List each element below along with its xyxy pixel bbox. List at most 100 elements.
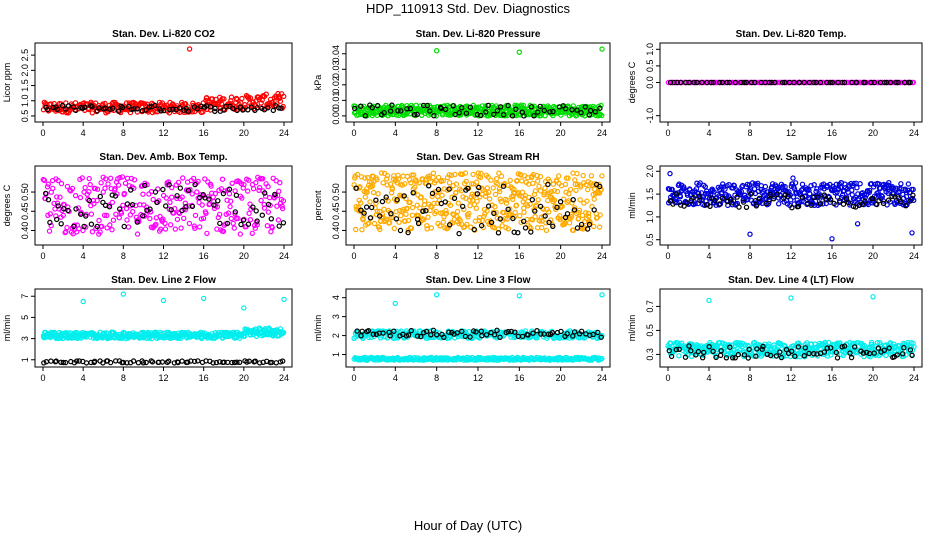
data-point: [494, 175, 500, 182]
data-point: [894, 352, 901, 358]
data-point: [244, 188, 251, 194]
series-1: [41, 358, 286, 366]
data-point: [476, 217, 482, 224]
data-point: [596, 224, 603, 230]
data-point: [57, 194, 63, 200]
data-point: [515, 229, 521, 236]
data-point: [143, 107, 149, 113]
data-point: [245, 177, 252, 183]
data-point: [497, 334, 503, 340]
data-point: [279, 203, 285, 209]
data-point: [905, 79, 912, 86]
data-point: [513, 202, 520, 208]
data-point: [211, 202, 217, 208]
data-point: [570, 227, 577, 233]
data-point: [373, 331, 380, 337]
data-point: [47, 219, 53, 226]
data-point: [359, 226, 365, 233]
data-point: [442, 199, 448, 205]
data-point: [554, 188, 561, 195]
data-point: [277, 98, 284, 104]
data-point: [86, 188, 92, 195]
x-tick-label: 12: [786, 373, 796, 383]
data-point: [861, 192, 868, 198]
x-tick-label: 24: [279, 128, 289, 138]
data-point: [478, 170, 484, 177]
chart-panel-line4: Stan. Dev. Line 4 (LT) Flow ml/min 0 4 8 12 16…: [627, 275, 923, 383]
data-point: [227, 203, 233, 210]
data-point: [494, 215, 500, 221]
data-point: [447, 202, 454, 208]
data-point: [700, 355, 706, 361]
data-point: [383, 194, 389, 200]
y-tick-label: -1.0: [645, 108, 655, 124]
data-point: [258, 197, 264, 204]
y-tick-label: 3: [20, 336, 30, 341]
series-1: [352, 102, 603, 119]
data-point-outlier: [434, 292, 440, 298]
x-tick-label: 4: [706, 128, 711, 138]
data-point: [566, 191, 572, 197]
data-point: [497, 216, 503, 222]
data-point: [252, 358, 258, 364]
data-point: [802, 345, 809, 351]
data-point: [712, 197, 718, 204]
data-point: [220, 190, 227, 197]
data-point: [239, 95, 245, 102]
data-point: [400, 173, 406, 179]
data-point: [870, 195, 876, 202]
data-point: [763, 200, 769, 207]
data-point: [571, 207, 578, 213]
data-point: [716, 201, 723, 207]
y-axis-label: kPa: [313, 75, 323, 91]
data-point: [730, 355, 736, 361]
data-point: [50, 185, 56, 192]
data-point: [404, 205, 410, 211]
data-point: [257, 360, 263, 366]
data-point: [789, 204, 795, 211]
data-point: [597, 105, 603, 111]
data-point: [522, 225, 529, 231]
data-point: [204, 230, 210, 237]
data-point: [374, 102, 381, 109]
data-point: [406, 332, 412, 338]
data-point: [63, 100, 69, 106]
data-point: [861, 353, 867, 360]
data-point: [518, 219, 524, 226]
data-point: [192, 212, 199, 219]
data-point: [41, 360, 47, 366]
data-point: [107, 222, 113, 228]
data-point: [134, 219, 140, 225]
data-point: [559, 203, 565, 209]
data-point: [500, 183, 507, 189]
data-point: [46, 228, 53, 234]
data-point: [381, 206, 387, 212]
data-point: [435, 174, 442, 181]
data-point: [152, 102, 158, 109]
data-point: [381, 110, 387, 116]
data-point: [667, 197, 674, 204]
data-point: [213, 359, 220, 366]
data-point: [245, 107, 251, 113]
data-point: [456, 230, 462, 237]
series-1: [666, 343, 915, 361]
data-point: [58, 221, 64, 227]
data-point: [508, 211, 514, 218]
data-point: [237, 231, 243, 237]
data-point: [65, 103, 72, 109]
data-point: [107, 106, 113, 112]
data-point: [234, 359, 240, 365]
x-tick-label: 24: [909, 373, 919, 383]
data-point: [152, 189, 159, 195]
data-point: [43, 190, 49, 197]
data-point: [748, 79, 755, 86]
data-point: [666, 348, 673, 354]
data-point: [220, 228, 227, 235]
data-point: [358, 103, 364, 109]
data-point: [365, 328, 372, 334]
data-point: [505, 102, 511, 109]
data-point: [45, 196, 52, 203]
data-point: [388, 108, 394, 114]
data-point: [94, 223, 100, 230]
data-point: [107, 359, 114, 366]
